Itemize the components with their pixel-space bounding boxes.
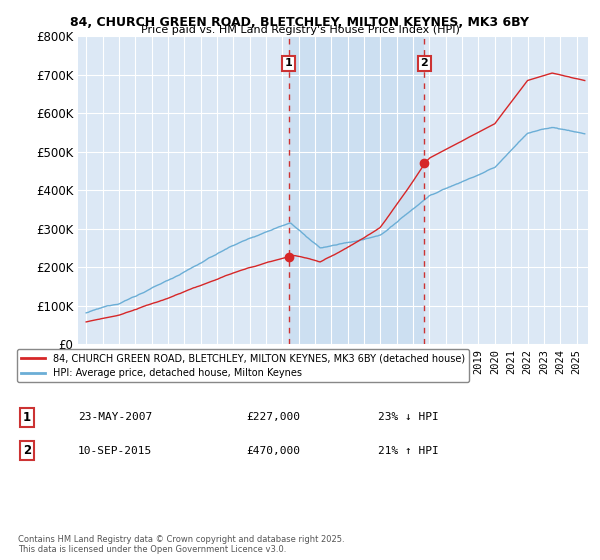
Text: 10-SEP-2015: 10-SEP-2015 bbox=[78, 446, 152, 456]
Text: £227,000: £227,000 bbox=[246, 412, 300, 422]
Bar bbox=[289, 36, 424, 344]
Text: 23-MAY-2007: 23-MAY-2007 bbox=[78, 412, 152, 422]
Text: 21% ↑ HPI: 21% ↑ HPI bbox=[378, 446, 439, 456]
Text: Price paid vs. HM Land Registry's House Price Index (HPI): Price paid vs. HM Land Registry's House … bbox=[140, 25, 460, 35]
Text: £470,000: £470,000 bbox=[246, 446, 300, 456]
Text: 2: 2 bbox=[23, 444, 31, 458]
Text: 2: 2 bbox=[421, 58, 428, 68]
Legend: 84, CHURCH GREEN ROAD, BLETCHLEY, MILTON KEYNES, MK3 6BY (detached house), HPI: : 84, CHURCH GREEN ROAD, BLETCHLEY, MILTON… bbox=[17, 349, 469, 382]
Text: Contains HM Land Registry data © Crown copyright and database right 2025.
This d: Contains HM Land Registry data © Crown c… bbox=[18, 535, 344, 554]
Text: 1: 1 bbox=[284, 58, 292, 68]
Text: 84, CHURCH GREEN ROAD, BLETCHLEY, MILTON KEYNES, MK3 6BY: 84, CHURCH GREEN ROAD, BLETCHLEY, MILTON… bbox=[71, 16, 530, 29]
Text: 1: 1 bbox=[23, 410, 31, 424]
Text: 23% ↓ HPI: 23% ↓ HPI bbox=[378, 412, 439, 422]
